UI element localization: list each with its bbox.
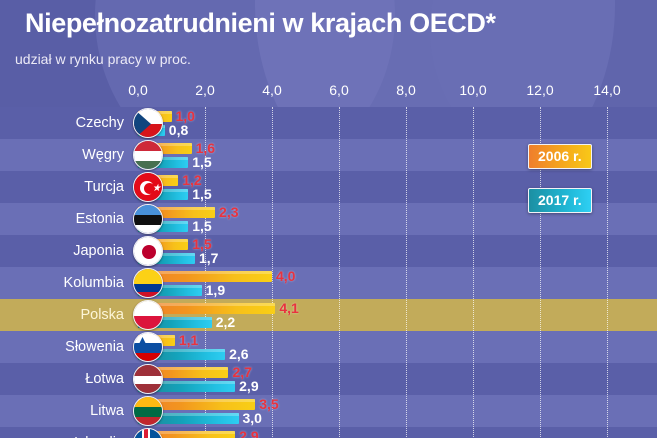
country-label: Turcja [84,179,124,195]
value-label-2006: 4,0 [276,268,296,284]
litwa-flag [133,396,163,426]
row-band [0,363,657,395]
bar-2006 [138,431,236,438]
value-label-2017: 2,9 [239,378,259,394]
value-label-2017: 2,6 [229,346,249,362]
value-label-2017: 0,8 [168,122,189,138]
x-tick-label: 4,0 [262,82,282,98]
value-label-2006: 4,1 [279,300,299,316]
kolumbia-flag [133,268,163,298]
bar-2006 [138,207,216,218]
bar-2017 [138,381,236,392]
bar-2017 [138,413,239,424]
value-label-2006: 2,9 [239,428,259,438]
bar-2006 [138,367,229,378]
value-label-2017: 3,0 [242,410,262,426]
czechy-flag [133,108,163,138]
x-tick-label: 8,0 [396,82,416,98]
value-label-2017: 1,5 [192,186,212,202]
country-label: Węgry [82,147,124,163]
x-axis-ticks: 0,0 2,0 4,0 6,0 8,0 10,0 12,0 14,0 [0,82,657,106]
chart-row: Słowenia 1,1 2,6 [0,331,657,363]
value-label-2006: 3,5 [259,396,279,412]
slowenia-flag [133,332,163,362]
x-tick-label: 6,0 [329,82,349,98]
value-label-2006: 2,7 [232,364,252,380]
country-label: Słowenia [65,339,124,355]
country-label: Łotwa [85,371,124,387]
chart-row: Kolumbia 4,0 1,9 [0,267,657,299]
chart-row: Litwa 3,5 3,0 [0,395,657,427]
row-band [0,235,657,267]
country-label: Litwa [90,403,124,419]
chart-row: Japonia 1,5 1,7 [0,235,657,267]
country-label: Czechy [75,115,124,131]
chart-header: Niepełnozatrudnieni w krajach OECD* udzi… [0,0,657,78]
value-label-2017: 1,9 [205,282,226,298]
bar-2017 [138,189,189,200]
wegry-flag [133,140,163,170]
chart-row: Islandia2,93,5 [0,427,657,438]
row-band [0,267,657,299]
x-tick-label: 0,0 [128,82,148,98]
bar-2017 [138,349,226,360]
legend-item-2006[interactable]: 2006 r. [528,144,592,169]
country-label: Estonia [75,211,124,227]
x-tick-label: 12,0 [526,82,554,98]
value-label-2017: 1,7 [198,250,219,266]
x-tick-label: 14,0 [593,82,621,98]
bar-2017 [138,285,202,296]
islandia-flag [133,428,163,438]
chart-row: Estonia 2,3 1,5 [0,203,657,235]
value-label-2006: 1,5 [192,236,212,252]
country-label: Kolumbia [63,275,124,291]
bar-2006 [138,303,276,314]
row-band [0,331,657,363]
value-label-2017: 1,5 [192,218,212,234]
row-band [0,395,657,427]
lotwa-flag [133,364,163,394]
estonia-flag [133,204,163,234]
country-label: Islandia [0,435,130,438]
value-label-2017: 2,2 [215,314,236,330]
bar-2017 [138,317,212,328]
value-label-2006: 1,1 [178,332,199,348]
chart-row: Polska 4,1 2,2 [0,299,657,331]
value-label-2006: 2,3 [219,204,239,220]
polska-flag [133,300,163,330]
legend-item-2017[interactable]: 2017 r. [528,188,592,213]
bar-2006 [138,239,189,250]
turcja-flag: ★ [133,172,163,202]
chart-row: Czechy 1,0 0,8 [0,107,657,139]
country-label: Polska [80,307,124,323]
japonia-flag [133,236,163,266]
chart-row: Łotwa 2,7 2,9 [0,363,657,395]
bar-2017 [138,221,189,232]
row-band [0,427,657,438]
value-label-2017: 1,5 [192,154,212,170]
chart-subtitle: udział w rynku pracy w proc. [15,51,191,67]
x-tick-label: 10,0 [459,82,487,98]
bar-2006 [138,399,256,410]
bar-2017 [138,253,195,264]
country-label: Japonia [73,243,124,259]
x-tick-label: 2,0 [195,82,215,98]
row-band [0,299,657,331]
page-title: Niepełnozatrudnieni w krajach OECD* [25,8,496,38]
